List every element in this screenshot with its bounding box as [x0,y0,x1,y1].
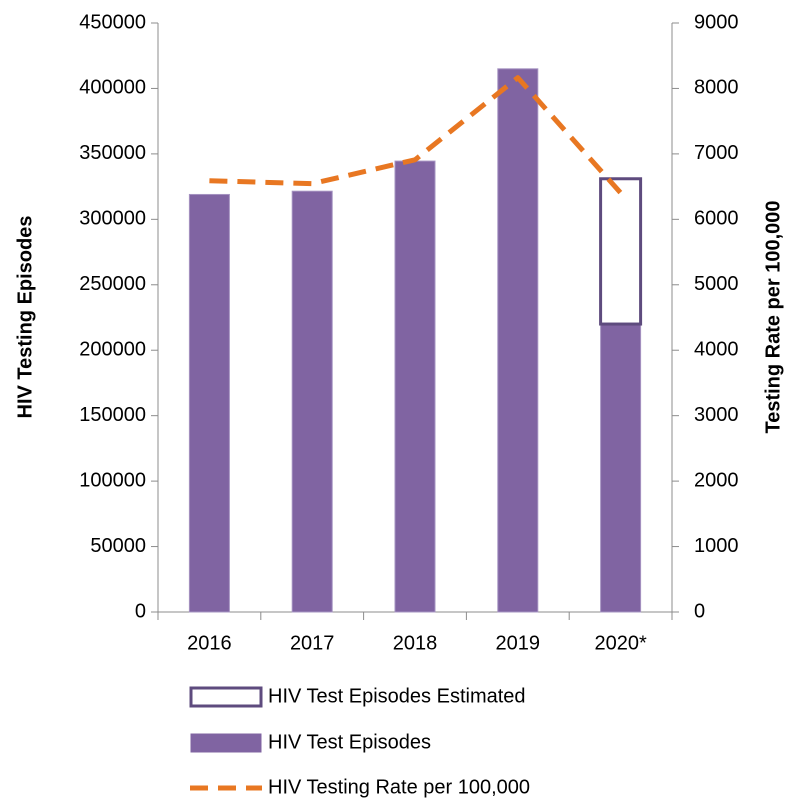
y2-tick-label: 5000 [694,273,739,295]
y-tick-label: 450000 [79,11,146,33]
y2-tick-label: 0 [694,600,705,622]
y-tick-label: 300000 [79,208,146,230]
y2-tick-label: 8000 [694,77,739,99]
y2-tick-label: 6000 [694,208,739,230]
x-tick-label: 2017 [290,632,335,654]
y-tick-label: 400000 [79,77,146,99]
y-tick-label: 250000 [79,273,146,295]
y-tick-label: 50000 [90,535,146,557]
x-tick-label: 2019 [496,632,541,654]
y2-tick-label: 9000 [694,11,739,33]
bar [291,190,333,613]
bar [188,193,230,613]
y-axis-title: HIV Testing Episodes [14,216,36,419]
legend-swatch [190,733,262,753]
bar [600,323,642,613]
x-tick-label: 2020* [594,632,646,654]
x-tick-label: 2018 [393,632,438,654]
y2-tick-label: 2000 [694,469,739,491]
y2-tick-label: 7000 [694,142,739,164]
y2-axis-title: Testing Rate per 100,000 [762,200,784,433]
legend-swatch [189,686,263,708]
x-tick-label: 2016 [187,632,232,654]
legend-label: HIV Test Episodes Estimated [268,685,526,707]
y-tick-label: 0 [135,600,146,622]
y-tick-label: 100000 [79,469,146,491]
y-tick-label: 200000 [79,339,146,361]
bar [497,68,539,613]
bar [394,160,436,613]
y2-tick-label: 4000 [694,339,739,361]
y2-tick-label: 3000 [694,404,739,426]
estimated-bar [599,177,643,326]
y-tick-label: 150000 [79,404,146,426]
y-tick-label: 350000 [79,142,146,164]
legend-label: HIV Testing Rate per 100,000 [268,776,530,798]
legend-label: HIV Test Episodes [268,731,431,753]
rate-line [209,75,623,195]
y2-tick-label: 1000 [694,535,739,557]
